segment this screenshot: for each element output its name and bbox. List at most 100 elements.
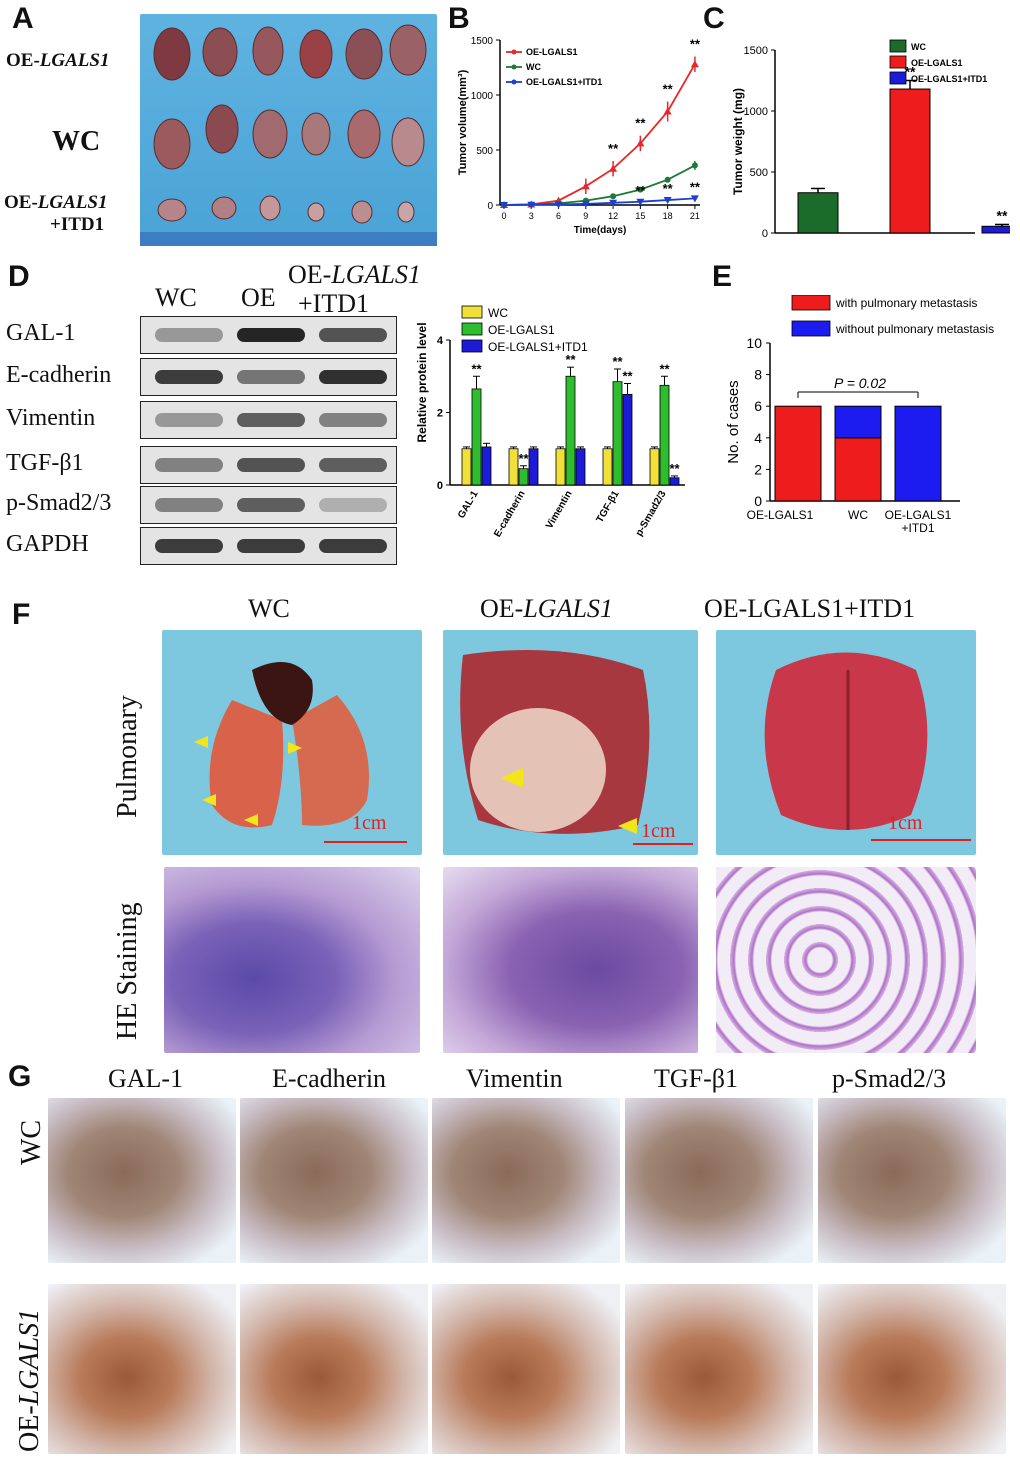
row-label-g-wc: WC bbox=[16, 1119, 47, 1165]
legend-marker bbox=[511, 49, 517, 55]
data-point bbox=[609, 199, 618, 207]
stacked-bar bbox=[834, 437, 882, 502]
row-label-pulmonary: Pulmonary bbox=[112, 695, 143, 818]
y-axis-label: Tumor volume(mm³) bbox=[457, 69, 469, 175]
panel-letter-f: F bbox=[12, 598, 31, 631]
y-tick-label: 0 bbox=[762, 228, 768, 240]
y-tick-label: 0 bbox=[437, 480, 443, 492]
blot-band bbox=[237, 458, 305, 472]
col-header-oe: OE-LGALS1 bbox=[480, 594, 613, 623]
blot-band bbox=[237, 370, 305, 384]
blot-protein-label: p-Smad2/3 bbox=[6, 490, 112, 516]
significance-label: ** bbox=[669, 461, 680, 476]
x-tick-label: 15 bbox=[635, 211, 645, 221]
y-tick-label: 1500 bbox=[471, 36, 494, 47]
lane-label-oe-itd1: OE-LGALS1 bbox=[288, 260, 421, 289]
legend-swatch bbox=[889, 39, 907, 53]
blot-band bbox=[237, 328, 305, 342]
stacked-bar bbox=[834, 405, 882, 439]
data-point bbox=[610, 193, 617, 200]
panel-a-row-oe: OE-LGALS1 bbox=[6, 50, 110, 71]
chart-b: 0 500 1000 1500 0 3 6 9 12 15 18 21 Time(days) Tumor … bbox=[457, 36, 701, 236]
arrow-icon bbox=[618, 818, 637, 834]
scale-label-oe: 1cm bbox=[641, 820, 676, 842]
blot-row bbox=[140, 446, 397, 484]
data-point bbox=[527, 201, 536, 209]
significance-label: ** bbox=[659, 361, 670, 376]
col-header-g: Vimentin bbox=[466, 1064, 563, 1093]
blot-band bbox=[237, 498, 305, 512]
lung-photo-oe: 1cm bbox=[443, 630, 698, 855]
data-point bbox=[691, 162, 698, 169]
lane-label-wc: WC bbox=[155, 283, 197, 312]
bar bbox=[797, 192, 839, 234]
category-label: WC bbox=[848, 508, 868, 522]
chart-d: 0 2 4 Relative protein level GAL-1 E-cadherin… bbox=[415, 305, 685, 539]
blot-band bbox=[237, 539, 305, 553]
scale-label-wc: 1cm bbox=[352, 812, 387, 834]
blot-band bbox=[155, 328, 223, 342]
y-tick-label: 500 bbox=[750, 167, 768, 179]
x-tick-label: 9 bbox=[583, 211, 588, 221]
y-tick-label: 6 bbox=[754, 398, 762, 414]
arrow-icon bbox=[202, 794, 216, 806]
significance-label: ** bbox=[565, 352, 576, 367]
stacked-bar bbox=[894, 405, 942, 502]
category-label: Vimentin bbox=[544, 489, 575, 531]
y-tick-label: 0 bbox=[487, 201, 493, 212]
legend-label: OE-LGALS1+ITD1 bbox=[911, 74, 987, 84]
row-label-g-oe: OE-LGALS1 bbox=[14, 1308, 45, 1452]
legend-label: with pulmonary metastasis bbox=[835, 296, 977, 310]
bar bbox=[518, 468, 529, 486]
col-header-g: p-Smad2/3 bbox=[832, 1064, 947, 1093]
y-tick-label: 500 bbox=[476, 146, 493, 157]
lung-photo-oe-itd1: 1cm bbox=[716, 630, 976, 855]
blot-band bbox=[319, 328, 387, 342]
panel-letter-c: C bbox=[703, 2, 725, 35]
data-point bbox=[581, 200, 590, 208]
data-point bbox=[690, 60, 699, 68]
category-label: TGF-β1 bbox=[595, 489, 622, 525]
bar bbox=[889, 88, 931, 234]
bar bbox=[461, 448, 472, 486]
blot-protein-label: Vimentin bbox=[6, 405, 96, 431]
x-tick-label: 3 bbox=[529, 211, 534, 221]
legend-label: WC bbox=[911, 42, 926, 52]
y-tick-label: 1000 bbox=[471, 91, 494, 102]
significance-label: ** bbox=[635, 116, 646, 131]
lung-oe-drawing bbox=[460, 650, 693, 845]
col-header-oe-itd1: OE-LGALS1+ITD1 bbox=[704, 594, 916, 623]
lung-photo-wc: 1cm bbox=[162, 630, 422, 855]
x-tick-label: 18 bbox=[663, 211, 673, 221]
ihc-tile bbox=[240, 1098, 428, 1263]
category-label: GAL-1 bbox=[456, 489, 481, 521]
data-point bbox=[690, 195, 699, 203]
legend-swatch bbox=[461, 322, 483, 336]
bar bbox=[528, 448, 539, 486]
bar bbox=[575, 448, 586, 486]
y-tick-label: 1500 bbox=[744, 45, 768, 57]
blot-band bbox=[155, 539, 223, 553]
category-label: +ITD1 bbox=[901, 521, 934, 535]
pvalue-label: P = 0.02 bbox=[834, 375, 886, 391]
significance-label: ** bbox=[608, 141, 619, 156]
y-tick-label: 0 bbox=[754, 493, 762, 509]
data-point bbox=[581, 182, 590, 190]
blot-row bbox=[140, 358, 397, 396]
legend-label: OE-LGALS1 bbox=[526, 47, 578, 57]
ihc-tile bbox=[625, 1284, 813, 1454]
tumor-photo bbox=[140, 14, 437, 246]
legend-marker bbox=[511, 79, 517, 85]
bar bbox=[565, 375, 576, 486]
legend-label: OE-LGALS1+ITD1 bbox=[488, 340, 588, 354]
bar bbox=[612, 381, 623, 486]
y-tick-label: 2 bbox=[437, 408, 443, 420]
legend-label: WC bbox=[488, 306, 508, 320]
data-point bbox=[609, 164, 618, 172]
blot-protein-label: E-cadherin bbox=[6, 362, 112, 388]
bar bbox=[669, 477, 680, 486]
data-point bbox=[636, 198, 645, 206]
y-tick-label: 4 bbox=[437, 335, 444, 347]
y-tick-label: 4 bbox=[754, 430, 762, 446]
